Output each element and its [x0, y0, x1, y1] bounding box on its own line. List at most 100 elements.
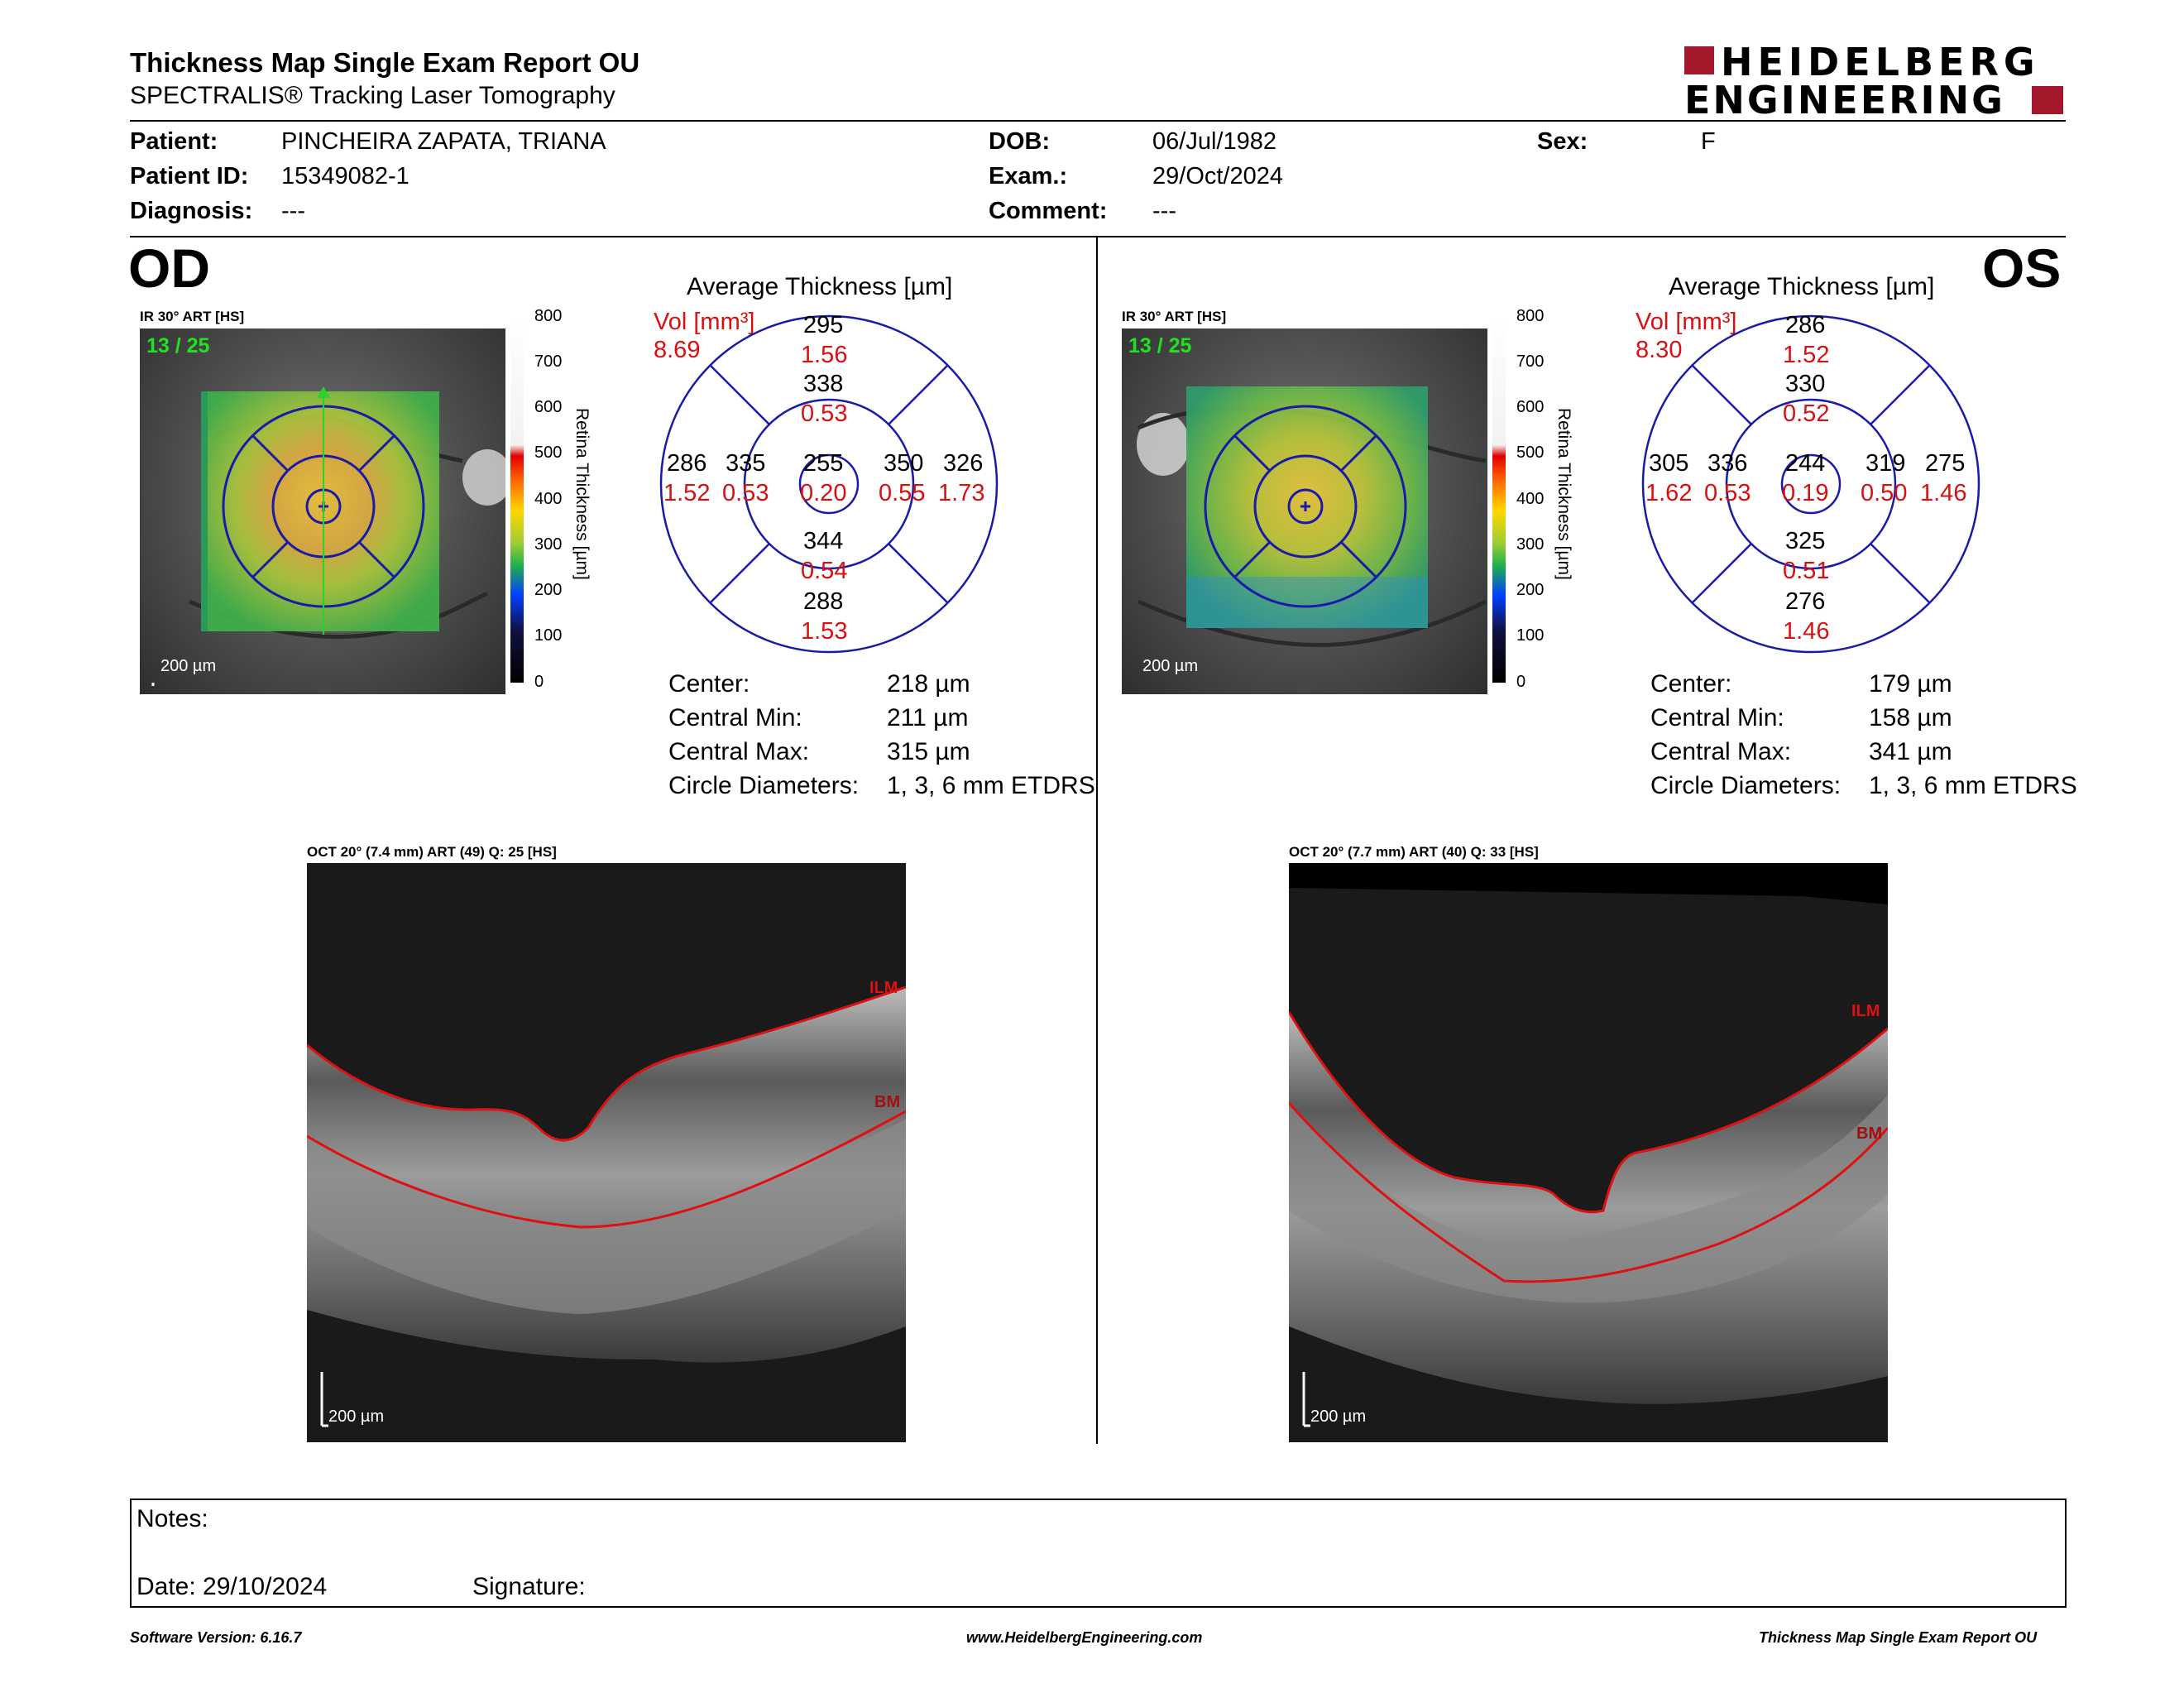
od-oct-label: OCT 20° (7.4 mm) ART (49) Q: 25 [HS] — [307, 844, 557, 860]
os-inner-temporal-thickness: 319 — [1866, 450, 1906, 477]
diagnosis-label: Diagnosis: — [130, 198, 253, 224]
od-inner-inferior-thickness: 344 — [803, 528, 844, 554]
os-tick-300: 300 — [1516, 535, 1545, 554]
od-scan-count: 13 / 25 — [146, 334, 210, 357]
os-center-thickness: 244 — [1785, 450, 1826, 477]
os-oct-scale: 200 µm — [1310, 1407, 1367, 1426]
notes-label: Notes: — [136, 1505, 208, 1532]
os-outer-superior-volume: 1.52 — [1783, 342, 1830, 368]
od-central-min-label: Central Min: — [668, 704, 802, 731]
os-central-min-value: 158 µm — [1869, 704, 1952, 731]
od-inner-temporal-volume: 0.53 — [722, 480, 769, 506]
os-scan-count: 13 / 25 — [1128, 334, 1192, 357]
od-outer-inferior-volume: 1.53 — [801, 618, 848, 645]
od-outer-inferior-thickness: 288 — [803, 588, 844, 615]
os-fundus-image: 13 / 25 200 µm — [1122, 328, 1487, 694]
od-inner-nasal-volume: 0.55 — [879, 480, 926, 506]
logo-line-2: ENGINEERING — [1684, 78, 2005, 122]
os-outer-temporal-thickness: 275 — [1925, 450, 1966, 477]
od-circle-diameters-value: 1, 3, 6 mm ETDRS — [887, 772, 1095, 799]
od-vol-label: Vol [mm³] — [654, 309, 755, 335]
header-divider — [130, 120, 2066, 122]
os-ilm-label: ILM — [1851, 1002, 1880, 1020]
logo-line-1: HEIDELBERG — [1721, 40, 2040, 84]
os-bm-label: BM — [1856, 1125, 1883, 1143]
od-avg-title: Average Thickness [µm] — [687, 273, 953, 300]
exam-value: 29/Oct/2024 — [1152, 163, 1283, 189]
patient-id-label: Patient ID: — [130, 163, 249, 189]
od-outer-nasal-volume: 1.73 — [938, 480, 985, 506]
od-tick-0: 0 — [534, 673, 544, 691]
os-tick-200: 200 — [1516, 581, 1545, 599]
os-tick-700: 700 — [1516, 352, 1545, 371]
os-vol-label: Vol [mm³] — [1636, 309, 1737, 335]
footer-website[interactable]: www.HeidelbergEngineering.com — [966, 1629, 1203, 1646]
os-eye-label: OS — [1982, 237, 2062, 299]
od-tick-800: 800 — [534, 307, 563, 325]
os-oct-bscan: ILM BM 200 µm — [1289, 863, 1888, 1442]
od-colorbar — [510, 317, 524, 683]
od-bm-label: BM — [874, 1093, 901, 1111]
od-eye-label: OD — [128, 237, 210, 299]
notes-signature-label: Signature: — [472, 1573, 586, 1600]
patient-divider — [130, 236, 2066, 237]
os-ir-label: IR 30° ART [HS] — [1122, 309, 1227, 324]
os-ir-scale: 200 µm — [1142, 657, 1199, 675]
os-inner-temporal-volume: 0.50 — [1861, 480, 1908, 506]
os-tick-600: 600 — [1516, 398, 1545, 416]
od-inner-inferior-volume: 0.54 — [801, 558, 848, 584]
notes-date: Date: 29/10/2024 — [136, 1573, 328, 1600]
od-tick-200: 200 — [534, 581, 563, 599]
os-vol-total: 8.30 — [1636, 337, 1683, 363]
dob-label: DOB: — [989, 128, 1051, 155]
patient-id-value: 15349082-1 — [281, 163, 410, 189]
os-central-max-label: Central Max: — [1650, 738, 1792, 765]
eye-divider — [1096, 237, 1098, 1444]
od-ir-label: IR 30° ART [HS] — [140, 309, 245, 324]
os-inner-superior-volume: 0.52 — [1783, 400, 1830, 427]
od-outer-superior-volume: 1.56 — [801, 342, 848, 368]
os-inner-nasal-thickness: 336 — [1707, 450, 1748, 477]
od-tick-400: 400 — [534, 490, 563, 508]
os-inner-inferior-thickness: 325 — [1785, 528, 1826, 554]
os-inner-inferior-volume: 0.51 — [1783, 558, 1830, 584]
patient-name: PINCHEIRA ZAPATA, TRIANA — [281, 128, 606, 155]
os-outer-inferior-thickness: 276 — [1785, 588, 1826, 615]
od-center-thickness: 255 — [803, 450, 844, 477]
footer-version: Software Version: 6.16.7 — [130, 1629, 302, 1646]
os-tick-100: 100 — [1516, 626, 1545, 645]
heidelberg-logo: HEIDELBERG ENGINEERING — [1684, 40, 2065, 122]
od-central-max-label: Central Max: — [668, 738, 810, 765]
os-etdrs-grid — [1641, 314, 1980, 654]
od-outer-superior-thickness: 295 — [803, 312, 844, 338]
os-circle-diameters-label: Circle Diameters: — [1650, 772, 1842, 799]
os-tick-0: 0 — [1516, 673, 1526, 691]
od-tick-300: 300 — [534, 535, 563, 554]
od-tick-100: 100 — [534, 626, 563, 645]
os-inner-nasal-volume: 0.53 — [1704, 480, 1751, 506]
os-center-volume: 0.19 — [1782, 480, 1829, 506]
od-central-min-value: 211 µm — [887, 704, 969, 731]
os-avg-title: Average Thickness [µm] — [1669, 273, 1935, 300]
os-tick-800: 800 — [1516, 307, 1545, 325]
od-fundus-image: 13 / 25 200 µm — [140, 328, 505, 694]
sex-label: Sex: — [1537, 128, 1588, 155]
od-central-max-value: 315 µm — [887, 738, 970, 765]
od-vol-total: 8.69 — [654, 337, 701, 363]
os-outer-nasal-volume: 1.62 — [1645, 480, 1693, 506]
od-inner-nasal-thickness: 350 — [884, 450, 924, 477]
od-oct-bscan: ILM BM 200 µm — [307, 863, 906, 1442]
comment-label: Comment: — [989, 198, 1108, 224]
od-inner-superior-volume: 0.53 — [801, 400, 848, 427]
od-colorbar-title: Retina Thickness [µm] — [572, 408, 592, 580]
od-tick-500: 500 — [534, 444, 563, 462]
os-outer-nasal-thickness: 305 — [1649, 450, 1689, 477]
notes-box[interactable]: Notes: Date: 29/10/2024 Signature: — [130, 1499, 2067, 1608]
od-inner-temporal-thickness: 335 — [726, 450, 766, 477]
footer-report-name: Thickness Map Single Exam Report OU — [1759, 1629, 2038, 1646]
report-title: Thickness Map Single Exam Report OU — [130, 47, 640, 78]
os-colorbar-title: Retina Thickness [µm] — [1554, 408, 1573, 580]
os-outer-temporal-volume: 1.46 — [1920, 480, 1967, 506]
od-center-value: 218 µm — [887, 670, 970, 698]
od-tick-600: 600 — [534, 398, 563, 416]
